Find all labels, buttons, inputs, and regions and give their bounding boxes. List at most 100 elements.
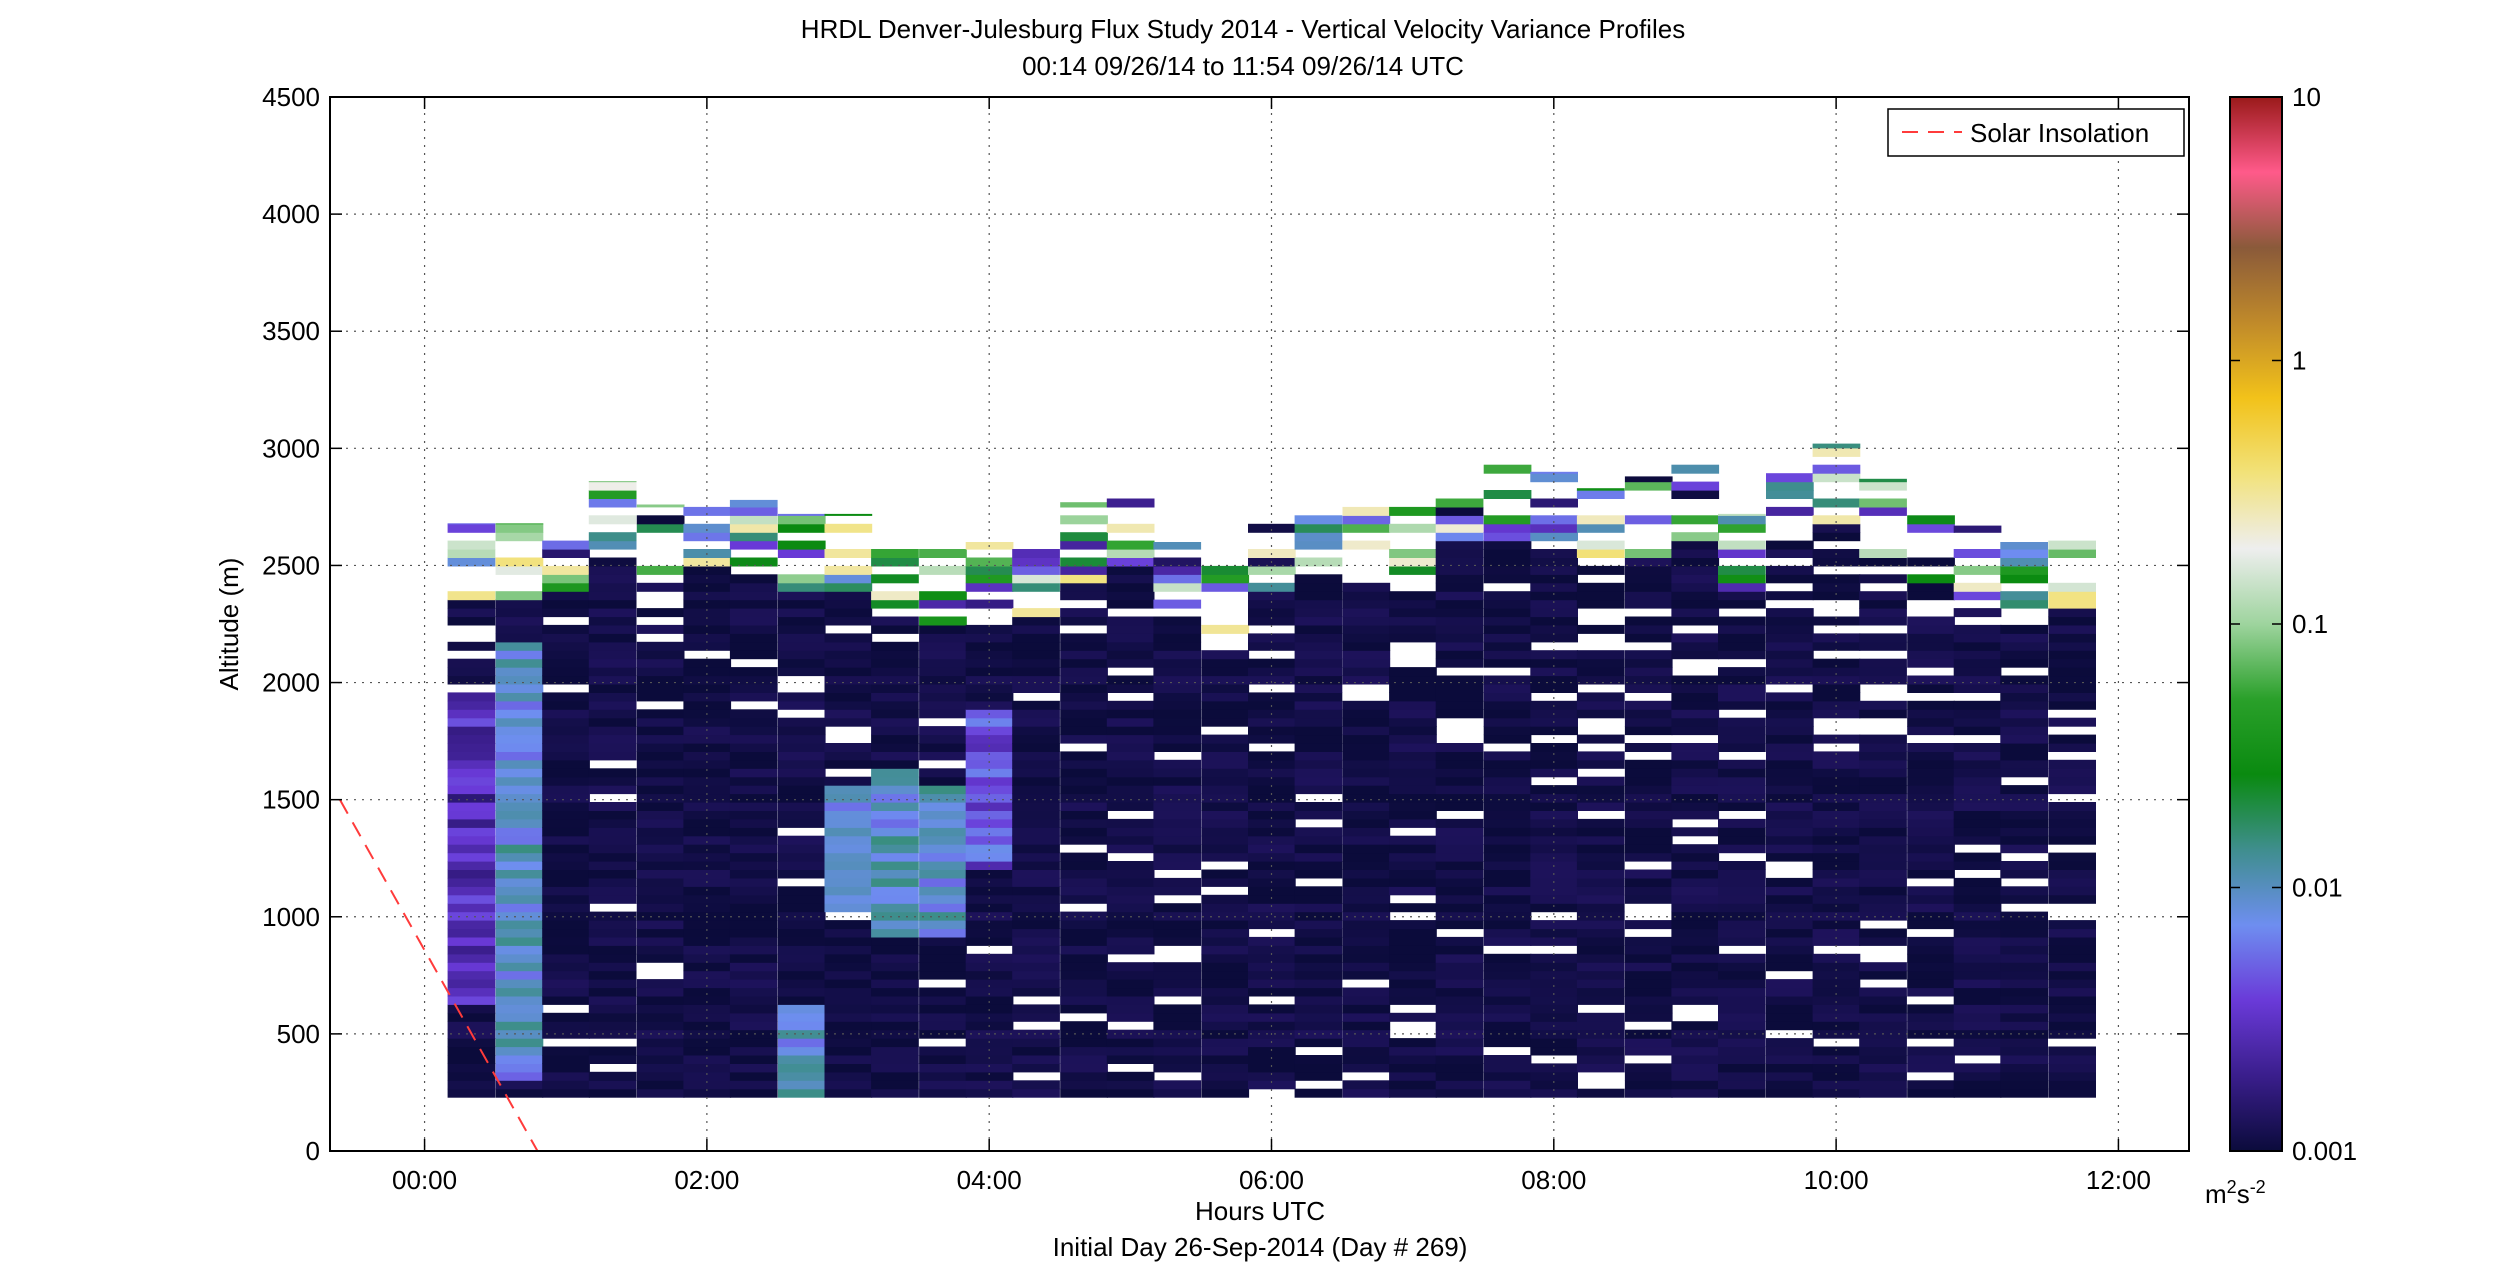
variance-cell	[1576, 599, 1625, 609]
variance-cell	[1012, 768, 1060, 778]
variance-cell	[1953, 1021, 2002, 1031]
variance-cell	[1435, 557, 1484, 567]
variance-cell	[2048, 734, 2096, 744]
variance-cell	[447, 1046, 496, 1056]
variance-cell	[1153, 624, 1202, 634]
variance-cell	[1766, 785, 1814, 795]
variance-cell	[1248, 1080, 1296, 1090]
variance-cell	[1248, 1063, 1296, 1073]
variance-cell	[777, 970, 826, 980]
variance-cell	[1248, 894, 1296, 904]
variance-cell	[2048, 591, 2096, 601]
legend-solar-label: Solar Insolation	[1970, 118, 2149, 148]
variance-cell	[1248, 818, 1296, 828]
variance-cell	[588, 490, 637, 499]
variance-cell	[1483, 928, 1532, 938]
variance-cell	[1576, 802, 1625, 811]
variance-cell	[777, 953, 826, 963]
variance-cell	[1060, 667, 1108, 677]
variance-cell	[871, 692, 919, 702]
variance-cell	[1153, 1004, 1202, 1014]
variance-cell	[1718, 667, 1766, 677]
variance-cell	[1766, 928, 1814, 938]
variance-cell	[542, 1080, 590, 1090]
variance-cell	[1859, 667, 1907, 677]
variance-cell	[1953, 793, 2002, 803]
variance-cell	[965, 582, 1014, 592]
variance-cell	[2000, 1038, 2048, 1048]
variance-cell	[495, 979, 544, 989]
variance-cell	[2000, 717, 2048, 727]
variance-cell	[542, 633, 590, 643]
variance-cell	[1106, 1088, 1155, 1098]
variance-cell	[919, 886, 967, 896]
variance-cell	[965, 911, 1014, 921]
variance-cell	[1483, 987, 1532, 997]
variance-cell	[1294, 886, 1343, 896]
variance-cell	[1766, 667, 1814, 677]
variance-cell	[1576, 962, 1625, 972]
variance-cell	[919, 616, 967, 626]
variance-cell	[1530, 979, 1578, 989]
variance-cell	[1671, 1088, 1720, 1098]
variance-cell	[1953, 658, 2002, 668]
variance-cell	[1012, 903, 1060, 913]
variance-cell	[1201, 768, 1250, 778]
variance-cell	[636, 582, 685, 592]
variance-cell	[1060, 532, 1108, 542]
variance-cell	[1389, 970, 1437, 980]
variance-cell	[1106, 1012, 1155, 1022]
variance-cell	[1342, 759, 1391, 769]
variance-cell	[1907, 574, 1955, 584]
variance-cell	[1671, 995, 1720, 1005]
variance-cell	[683, 835, 732, 845]
variance-cell	[919, 928, 967, 938]
variance-cell	[729, 1021, 778, 1031]
variance-cell	[1201, 894, 1250, 904]
variance-cell	[1201, 624, 1250, 634]
variance-cell	[542, 920, 590, 930]
variance-cell	[919, 726, 967, 736]
variance-cell	[871, 928, 919, 938]
variance-cell	[1201, 574, 1250, 584]
variance-cell	[1248, 920, 1296, 930]
variance-cell	[1812, 903, 1861, 913]
variance-cell	[588, 970, 637, 980]
variance-cell	[777, 835, 826, 845]
variance-cell	[824, 616, 873, 626]
variance-cell	[495, 793, 544, 803]
variance-cell	[1012, 844, 1060, 854]
variance-cell	[729, 515, 778, 525]
variance-cell	[1812, 894, 1861, 904]
variance-cell	[871, 835, 919, 845]
variance-cell	[1812, 523, 1861, 533]
variance-cell	[636, 734, 685, 744]
variance-cell	[495, 650, 544, 660]
variance-cell	[1953, 700, 2002, 710]
variance-cell	[1060, 869, 1108, 879]
variance-cell	[1907, 776, 1955, 786]
variance-cell	[1718, 911, 1766, 921]
variance-cell	[871, 1055, 919, 1064]
variance-cell	[1201, 936, 1250, 946]
variance-cell	[1435, 751, 1484, 761]
variance-cell	[2000, 1088, 2048, 1098]
variance-cell	[588, 827, 637, 837]
variance-cell	[1106, 658, 1155, 668]
variance-cell	[683, 675, 732, 685]
variance-cell	[1718, 515, 1766, 525]
variance-cell	[1153, 717, 1202, 727]
variance-cell	[777, 650, 826, 660]
variance-cell	[1953, 1029, 2002, 1039]
colorbar-tick-label: 0.01	[2292, 873, 2343, 903]
variance-cell	[1859, 911, 1907, 921]
variance-cell	[777, 852, 826, 862]
variance-cell	[1953, 861, 2002, 870]
variance-cell	[1201, 827, 1250, 837]
variance-cell	[871, 936, 919, 946]
variance-cell	[1342, 1046, 1391, 1056]
variance-cell	[1248, 810, 1296, 820]
variance-cell	[1248, 658, 1296, 668]
variance-cell	[1294, 953, 1343, 963]
variance-cell	[1624, 481, 1673, 491]
